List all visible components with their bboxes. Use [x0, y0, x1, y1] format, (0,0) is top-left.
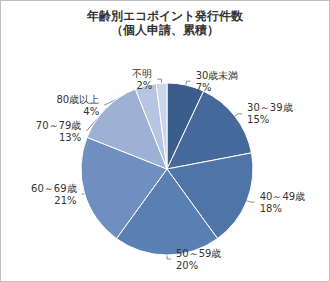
svg-text:30歳未満: 30歳未満: [196, 70, 239, 81]
svg-text:4%: 4%: [83, 106, 99, 117]
svg-text:30～39歳: 30～39歳: [247, 102, 292, 113]
svg-text:7%: 7%: [196, 82, 212, 93]
svg-text:50～59歳: 50～59歳: [176, 248, 221, 259]
svg-text:2%: 2%: [136, 80, 152, 91]
svg-text:60～69歳: 60～69歳: [31, 183, 76, 194]
svg-text:20%: 20%: [176, 260, 198, 271]
svg-text:18%: 18%: [260, 203, 282, 214]
svg-text:（個人申請、累積）: （個人申請、累積）: [111, 23, 219, 37]
svg-text:21%: 21%: [54, 195, 76, 206]
svg-text:70～79歳: 70～79歳: [36, 120, 81, 131]
svg-text:80歳以上: 80歳以上: [56, 94, 99, 105]
svg-text:40～49歳: 40～49歳: [260, 191, 305, 202]
svg-text:13%: 13%: [59, 132, 81, 143]
svg-text:15%: 15%: [247, 114, 269, 125]
svg-text:不明: 不明: [132, 68, 152, 79]
svg-text:年齢別エコポイント発行件数: 年齢別エコポイント発行件数: [86, 9, 244, 23]
